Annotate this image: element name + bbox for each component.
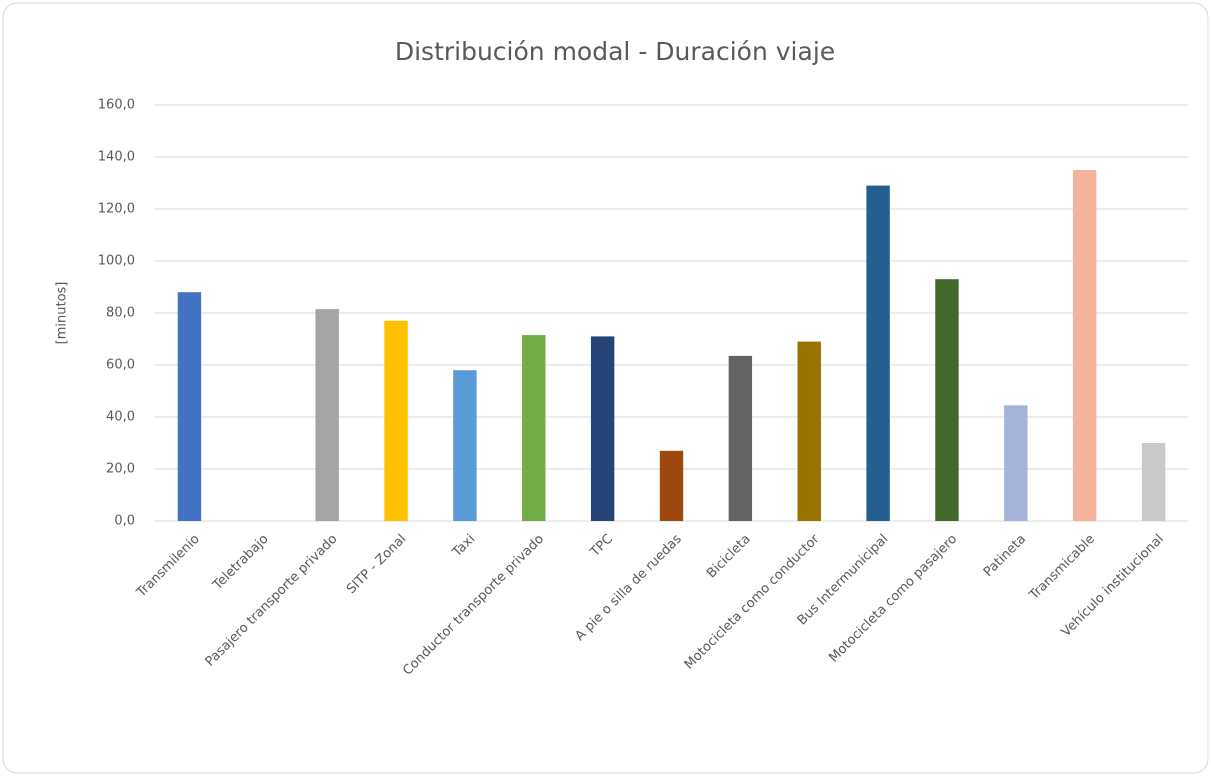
bar bbox=[384, 320, 408, 521]
y-tick-label: 80,0 bbox=[106, 306, 135, 321]
y-tick-label: 100,0 bbox=[98, 254, 135, 269]
bar bbox=[659, 450, 684, 521]
bar bbox=[728, 355, 753, 521]
bar bbox=[1072, 170, 1097, 521]
y-tick-label: 0,0 bbox=[114, 514, 135, 529]
chart-title: Distribución modal - Duración viaje bbox=[395, 37, 835, 66]
y-tick-label: 160,0 bbox=[98, 98, 135, 113]
bar bbox=[797, 341, 821, 521]
bar bbox=[522, 335, 546, 521]
bar bbox=[935, 279, 959, 521]
bar bbox=[1004, 405, 1028, 521]
bar bbox=[866, 185, 890, 521]
y-axis-label: [minutos] bbox=[55, 282, 70, 345]
bar bbox=[453, 370, 477, 521]
y-tick-label: 120,0 bbox=[98, 202, 135, 217]
bar bbox=[1141, 443, 1166, 521]
y-tick-label: 40,0 bbox=[106, 410, 135, 425]
bar bbox=[590, 336, 615, 521]
bar bbox=[177, 292, 202, 521]
y-tick-label: 140,0 bbox=[98, 150, 135, 165]
y-tick-label: 20,0 bbox=[106, 462, 135, 477]
bar bbox=[315, 309, 339, 521]
y-tick-label: 60,0 bbox=[106, 358, 135, 373]
